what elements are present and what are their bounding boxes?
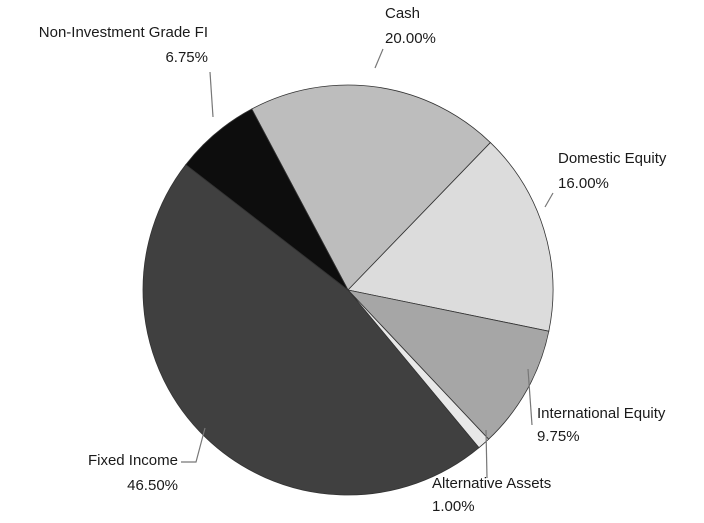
slice-label: Alternative Assets bbox=[432, 475, 551, 492]
leader-line bbox=[374, 48, 384, 69]
slice-label: International Equity bbox=[537, 405, 666, 422]
leader-line bbox=[527, 368, 533, 426]
leader-line bbox=[181, 427, 206, 463]
leader-line bbox=[544, 192, 554, 208]
pie-slice bbox=[185, 108, 349, 291]
slice-value-label: 46.50% bbox=[127, 477, 178, 494]
pie-slice bbox=[142, 164, 480, 496]
slice-value-label: 9.75% bbox=[537, 428, 580, 445]
slice-value-label: 16.00% bbox=[558, 175, 609, 192]
leader-line bbox=[209, 71, 214, 118]
slice-value-label: 1.00% bbox=[432, 498, 475, 515]
slice-value-label: 6.75% bbox=[165, 49, 208, 66]
slice-label: Non-Investment Grade FI bbox=[39, 24, 208, 41]
pie-slice bbox=[347, 141, 554, 332]
slice-label: Fixed Income bbox=[88, 452, 178, 469]
slice-value-label: 20.00% bbox=[385, 30, 436, 47]
pie-slice bbox=[251, 84, 491, 291]
pie-slice bbox=[346, 289, 550, 440]
slice-label: Cash bbox=[385, 5, 420, 22]
leader-line bbox=[485, 429, 488, 479]
slice-label: Domestic Equity bbox=[558, 150, 667, 167]
